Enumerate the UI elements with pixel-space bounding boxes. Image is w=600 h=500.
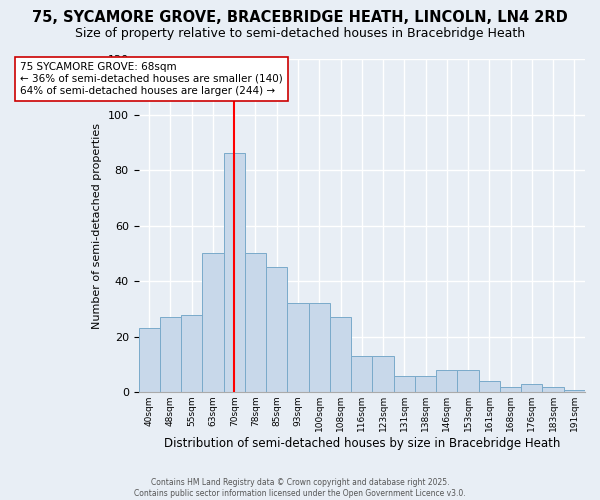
Bar — [373, 356, 394, 393]
Bar — [224, 154, 245, 392]
Bar — [479, 381, 500, 392]
Text: Contains HM Land Registry data © Crown copyright and database right 2025.
Contai: Contains HM Land Registry data © Crown c… — [134, 478, 466, 498]
X-axis label: Distribution of semi-detached houses by size in Bracebridge Heath: Distribution of semi-detached houses by … — [164, 437, 560, 450]
Text: 75, SYCAMORE GROVE, BRACEBRIDGE HEATH, LINCOLN, LN4 2RD: 75, SYCAMORE GROVE, BRACEBRIDGE HEATH, L… — [32, 10, 568, 25]
Bar — [415, 376, 436, 392]
Bar — [245, 254, 266, 392]
Bar — [330, 318, 351, 392]
Bar — [394, 376, 415, 392]
Bar — [181, 314, 202, 392]
Bar — [436, 370, 457, 392]
Bar — [266, 268, 287, 392]
Text: 75 SYCAMORE GROVE: 68sqm
← 36% of semi-detached houses are smaller (140)
64% of : 75 SYCAMORE GROVE: 68sqm ← 36% of semi-d… — [20, 62, 283, 96]
Bar — [202, 254, 224, 392]
Bar — [139, 328, 160, 392]
Bar — [287, 304, 308, 392]
Y-axis label: Number of semi-detached properties: Number of semi-detached properties — [92, 122, 102, 328]
Bar — [521, 384, 542, 392]
Bar — [542, 386, 564, 392]
Bar — [308, 304, 330, 392]
Bar — [457, 370, 479, 392]
Text: Size of property relative to semi-detached houses in Bracebridge Heath: Size of property relative to semi-detach… — [75, 28, 525, 40]
Bar — [564, 390, 585, 392]
Bar — [500, 386, 521, 392]
Bar — [351, 356, 373, 393]
Bar — [160, 318, 181, 392]
